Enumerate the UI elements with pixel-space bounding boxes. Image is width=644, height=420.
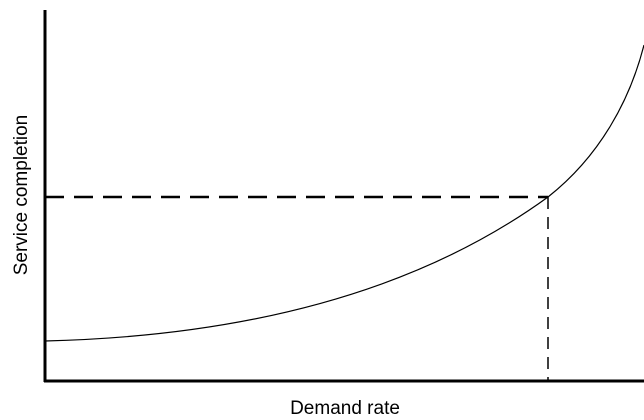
- curve: [44, 44, 644, 342]
- x-axis-label: Demand rate: [290, 398, 400, 419]
- y-axis-label: Service completion: [11, 115, 32, 276]
